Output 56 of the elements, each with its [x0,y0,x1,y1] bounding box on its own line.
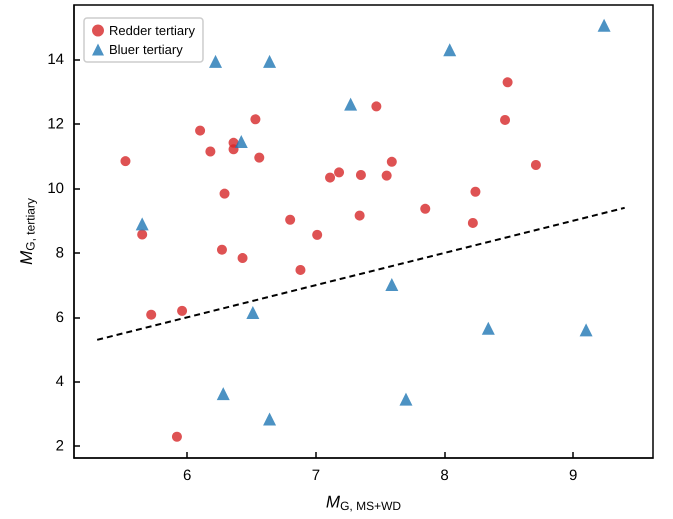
y-tick-label: 12 [47,116,64,133]
point [382,170,392,181]
point [482,322,495,335]
point [385,278,398,291]
point [234,135,248,148]
point [137,230,148,240]
x-tick-label: 7 [312,467,320,484]
point [146,310,156,320]
point [598,18,611,32]
point [312,230,322,240]
y-tick-label: 2 [56,438,64,455]
point [344,98,358,111]
point [356,170,366,180]
point [220,188,230,199]
point [172,432,182,442]
y-tick-label: 6 [56,308,64,326]
legend-label: Redder tertiary [109,23,196,38]
point [354,210,365,221]
point [334,167,344,178]
point [216,387,230,400]
point [216,244,227,255]
point [420,204,430,214]
point [530,160,541,170]
point [195,126,206,136]
point [580,323,593,336]
point [371,101,382,112]
point [238,253,248,264]
point [295,264,306,275]
y-axis-title: MG, tertiary [16,198,38,265]
point [250,114,260,124]
point [209,54,222,68]
legend-label: Bluer tertiary [109,42,184,57]
point [136,217,149,230]
x-tick-label: 9 [569,467,578,484]
point [254,152,264,163]
point [386,156,397,167]
point [263,412,276,426]
point [500,114,510,125]
point [502,77,513,88]
y-tick-label: 4 [56,373,64,390]
point [263,54,276,68]
x-tick-label: 6 [183,467,192,484]
point [120,156,130,166]
point [325,172,336,183]
point [246,306,260,319]
point [443,43,456,56]
y-tick-label: 14 [47,51,64,68]
point [177,306,188,316]
point [399,392,412,406]
x-tick-label: 8 [440,467,449,484]
point [470,186,480,197]
point [285,214,296,225]
point [205,146,216,156]
y-tick-label: 8 [56,244,64,262]
y-tick-label: 10 [47,180,64,198]
point [468,218,478,228]
